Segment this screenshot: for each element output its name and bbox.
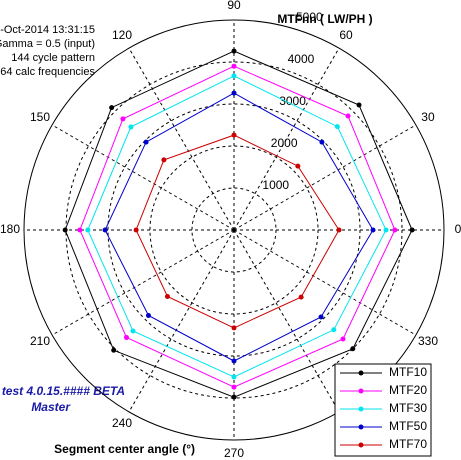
- grid-ring: [23, 19, 445, 441]
- legend-label: MTF30: [389, 401, 427, 415]
- theta-tick-label: 60: [339, 28, 353, 42]
- data-point: [231, 63, 237, 69]
- legend-label: MTF20: [389, 383, 427, 397]
- data-point: [231, 384, 237, 390]
- r-tick-label: 4000: [288, 52, 315, 66]
- data-point: [77, 227, 83, 233]
- x-axis-label: Segment center angle (°): [54, 442, 195, 456]
- data-point: [231, 358, 237, 364]
- theta-tick-label: 330: [418, 334, 438, 348]
- spoke: [233, 229, 340, 413]
- annotation: Gamma = 0.5 (input): [0, 38, 95, 50]
- data-point: [130, 328, 136, 334]
- data-point: [336, 227, 342, 233]
- legend-box: [334, 363, 432, 457]
- data-point: [145, 313, 151, 319]
- theta-tick-label: 90: [227, 0, 241, 12]
- legend-marker: [358, 370, 364, 376]
- spoke: [128, 47, 235, 231]
- data-point: [85, 227, 91, 233]
- annotation: 64 calc frequencies: [0, 66, 95, 78]
- data-point: [340, 336, 346, 342]
- data-point: [161, 157, 167, 163]
- theta-tick-label: 0: [455, 222, 461, 236]
- data-point: [383, 227, 389, 233]
- data-point: [319, 139, 325, 145]
- data-point: [318, 314, 324, 320]
- data-point: [392, 227, 398, 233]
- data-point: [356, 102, 362, 108]
- data-point: [345, 113, 351, 119]
- data-point: [231, 90, 237, 96]
- annotation: 0-Oct-2014 13:31:15: [0, 24, 95, 36]
- legend-marker: [358, 424, 364, 430]
- data-point: [164, 294, 170, 300]
- spoke: [128, 229, 235, 413]
- data-point: [133, 227, 139, 233]
- theta-tick-label: 270: [224, 446, 244, 460]
- data-point: [62, 227, 68, 233]
- legend-marker: [358, 388, 364, 394]
- annotation: 144 cycle pattern: [11, 52, 95, 64]
- theta-tick-label: 120: [112, 28, 132, 42]
- theta-tick-label: 30: [421, 110, 435, 124]
- theta-tick-label: 150: [30, 110, 50, 124]
- data-point: [231, 394, 237, 400]
- data-point: [298, 294, 304, 300]
- chart-title: MTFnn ( LW/PH ): [277, 12, 372, 26]
- data-point: [370, 227, 376, 233]
- r-tick-label: 3000: [279, 94, 306, 108]
- legend-label: MTF10: [389, 365, 427, 379]
- spoke: [51, 229, 235, 336]
- spoke: [51, 124, 235, 231]
- data-point: [350, 346, 356, 352]
- data-point: [331, 327, 337, 333]
- legend-marker: [358, 406, 364, 412]
- data-point: [231, 48, 237, 54]
- spoke: [233, 47, 340, 231]
- spoke: [233, 229, 417, 336]
- footer-text: test 4.0.15.#### BETA: [2, 384, 125, 398]
- footer-text: Master: [31, 400, 71, 414]
- theta-tick-label: 180: [0, 222, 20, 236]
- data-point: [409, 227, 415, 233]
- legend-label: MTF70: [389, 437, 427, 451]
- theta-tick-label: 210: [30, 334, 50, 348]
- data-point: [111, 347, 117, 353]
- data-point: [295, 163, 301, 169]
- data-point: [231, 325, 237, 331]
- r-tick-label: 1000: [262, 178, 289, 192]
- data-point: [231, 374, 237, 380]
- data-point: [123, 335, 129, 341]
- data-point: [120, 116, 126, 122]
- legend-label: MTF50: [389, 419, 427, 433]
- data-point: [334, 124, 340, 130]
- legend-marker: [358, 442, 364, 448]
- data-point: [231, 73, 237, 79]
- data-point: [102, 227, 108, 233]
- data-point: [128, 124, 134, 130]
- data-point: [231, 132, 237, 138]
- spoke: [233, 124, 417, 231]
- data-point: [143, 139, 149, 145]
- data-point: [109, 105, 115, 111]
- theta-tick-label: 240: [112, 416, 132, 430]
- r-tick-label: 2000: [271, 136, 298, 150]
- r-tick-label: 5000: [296, 10, 323, 24]
